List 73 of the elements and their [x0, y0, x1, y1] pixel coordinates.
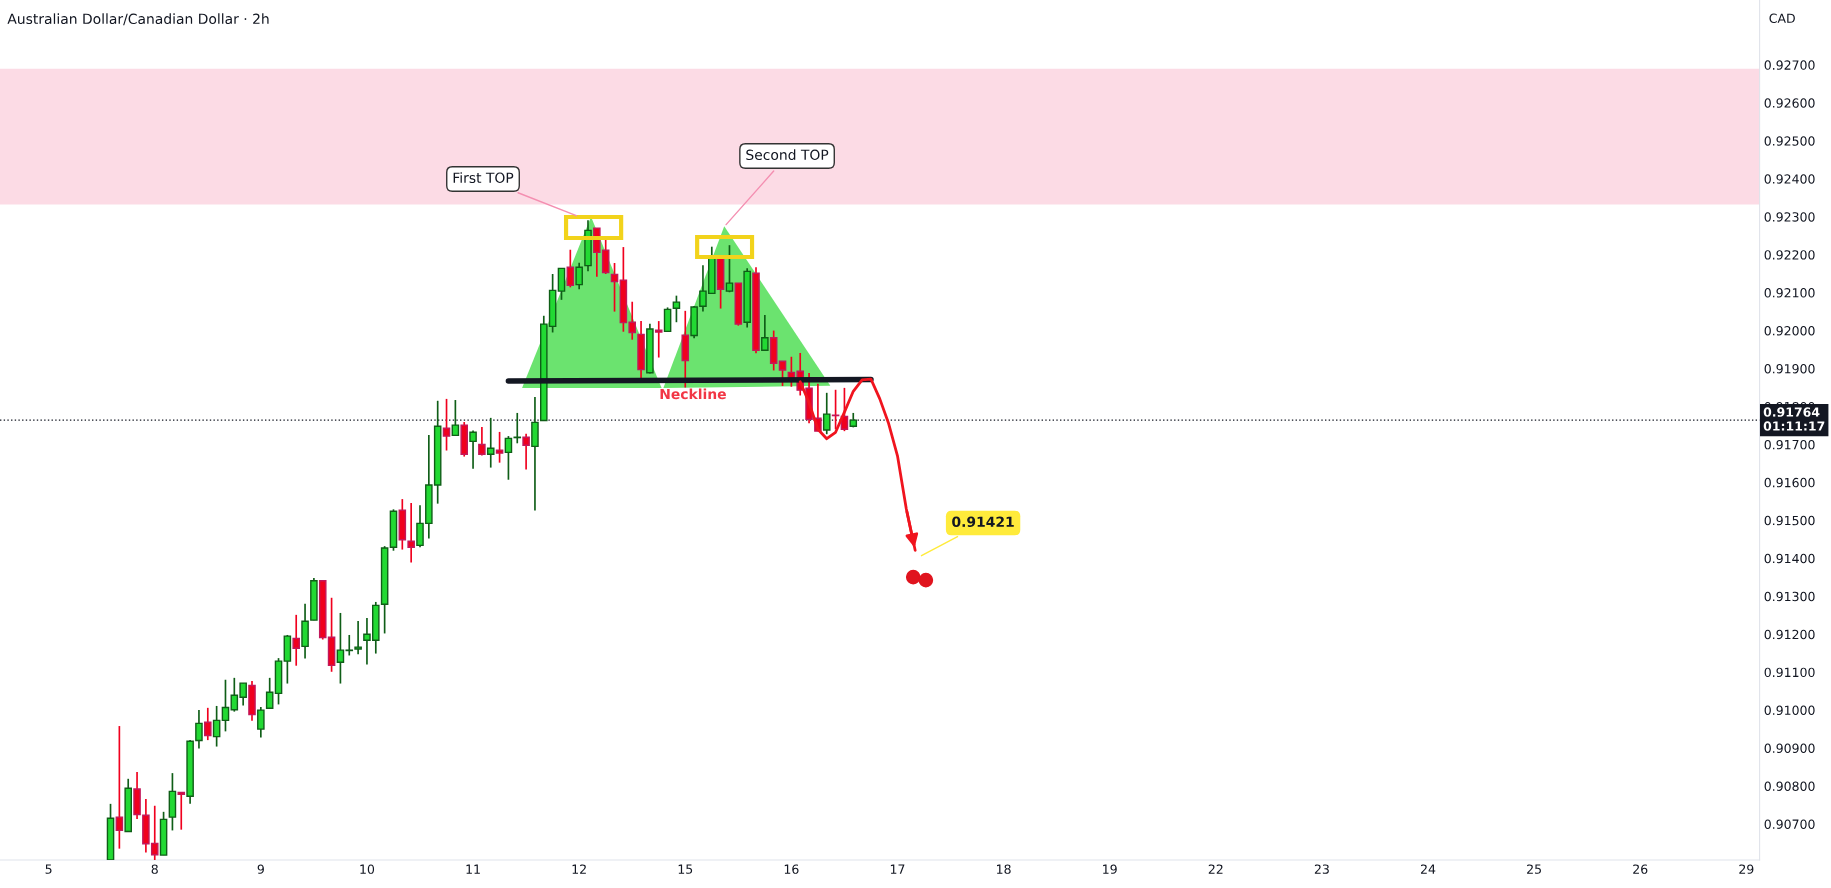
y-tick-label: 0.91500: [1764, 515, 1815, 526]
candlestick: [761, 314, 769, 352]
candlestick: [663, 306, 672, 333]
y-tick-label: 0.91400: [1764, 553, 1815, 564]
y-tick-label: 0.92200: [1764, 250, 1815, 260]
y-tick-label: 0.91300: [1764, 591, 1815, 602]
x-tick-label: 5: [45, 864, 52, 874]
x-tick-label: 29: [1739, 864, 1754, 874]
candlestick: [115, 725, 124, 850]
y-tick-label: 0.91700: [1764, 439, 1815, 450]
y-tick-label: 0.92100: [1764, 288, 1815, 298]
y-tick-label: 0.92300: [1764, 212, 1815, 222]
x-tick-label: 8: [151, 864, 158, 874]
candlestick: [478, 426, 486, 457]
text: Australian Dollar/Canadian Dollar · 2h: [7, 13, 269, 26]
candlestick: [486, 417, 495, 469]
y-tick-label: 0.92700: [1764, 60, 1815, 70]
candlestick: [221, 678, 230, 733]
candlestick: [451, 399, 460, 437]
y-tick-label: 0.92600: [1764, 98, 1815, 108]
y-tick-label: 0.91000: [1764, 705, 1815, 716]
ref-line-label: 0.91764 01:11:17: [1763, 407, 1825, 431]
annotation: 0.91421: [952, 516, 1014, 528]
candlestick: [778, 360, 787, 387]
candlestick: [257, 706, 265, 739]
candlestick: [407, 502, 415, 564]
y-tick-label: 0.90900: [1764, 743, 1815, 753]
y-tick-label: 0.91900: [1764, 364, 1815, 374]
candlestick: [575, 261, 583, 291]
x-tick-label: 23: [1314, 864, 1329, 874]
y-tick-label: 0.92400: [1764, 174, 1815, 184]
y-axis-title: CAD: [1769, 13, 1795, 23]
candlestick: [204, 706, 212, 741]
y-tick-label: 0.91100: [1764, 667, 1815, 678]
candlestick: [531, 396, 539, 512]
candlestick: [265, 677, 274, 710]
x-tick-label: 15: [678, 864, 693, 874]
x-tick-label: 25: [1527, 864, 1541, 874]
candlestick: [442, 398, 451, 452]
candlestick: [177, 791, 186, 831]
x-tick-label: 24: [1420, 864, 1436, 874]
candlestick: [504, 435, 513, 481]
x-tick-label: 16: [784, 864, 799, 874]
x-tick-label: 26: [1633, 864, 1648, 874]
candlestick: [469, 429, 477, 470]
candlestick: [822, 391, 831, 436]
y-tick-label: 0.91200: [1764, 629, 1815, 640]
x-tick-label: 10: [360, 864, 375, 874]
candlestick: [654, 320, 663, 359]
x-tick-label: 9: [257, 864, 264, 874]
candlestick: [292, 614, 301, 667]
y-tick-label: 0.91600: [1764, 477, 1815, 488]
candlestick: [725, 244, 734, 294]
x-tick-label: 17: [890, 864, 905, 874]
candlestick: [195, 709, 203, 750]
candlestick: [557, 267, 566, 301]
x-tick-label: 18: [997, 864, 1011, 874]
y-tick-label: 0.92000: [1764, 326, 1815, 336]
candlestick: [212, 705, 221, 748]
annotation: First TOP: [453, 172, 514, 183]
y-tick-label: 0.90700: [1764, 819, 1815, 829]
candlestick: [566, 248, 575, 289]
candlestick: [495, 431, 504, 464]
x-tick-label: 19: [1103, 864, 1117, 874]
candlestick: [672, 294, 681, 324]
annotation: Second TOP: [746, 149, 829, 161]
y-tick-label: 0.92500: [1764, 136, 1815, 146]
x-tick-label: 12: [572, 864, 586, 874]
x-tick-label: 11: [466, 864, 480, 874]
x-tick-label: 22: [1208, 864, 1223, 874]
annotation: Neckline: [660, 388, 726, 400]
candlestick: [522, 432, 530, 471]
y-tick-label: 0.90800: [1764, 781, 1815, 791]
